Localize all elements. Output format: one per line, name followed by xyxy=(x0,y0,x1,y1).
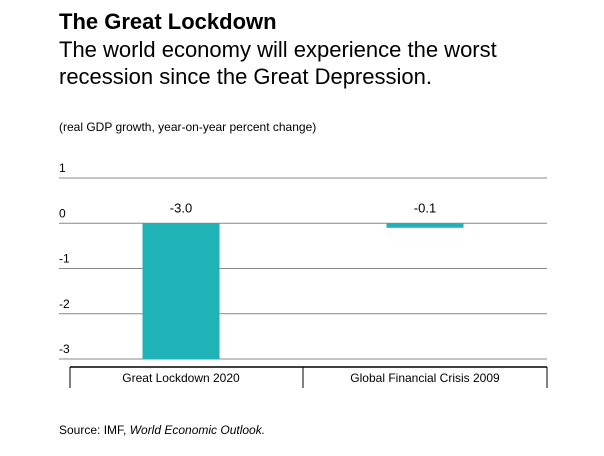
source-publication: World Economic Outlook. xyxy=(129,423,266,437)
data-labels: -3.0 -0.1 xyxy=(170,200,436,215)
gridlines xyxy=(59,177,547,360)
data-label: -3.0 xyxy=(170,200,192,215)
y-axis-ticks: 1 0 -1 -2 -3 xyxy=(59,161,70,356)
unit-note: (real GDP growth, year-on-year percent c… xyxy=(59,120,317,134)
chart-title: The Great Lockdown xyxy=(59,9,277,34)
source-note: Source: IMF, World Economic Outlook. xyxy=(59,423,265,437)
y-tick-label: -3 xyxy=(59,342,70,356)
bars xyxy=(142,223,464,359)
y-tick-label: -1 xyxy=(59,252,70,266)
x-category-label: Global Financial Crisis 2009 xyxy=(350,371,500,385)
data-label: -0.1 xyxy=(414,200,436,215)
chart-subtitle: The world economy will experience the wo… xyxy=(59,37,497,89)
bar xyxy=(142,223,220,359)
x-axis: Great Lockdown 2020 Global Financial Cris… xyxy=(69,366,548,388)
x-category-label: Great Lockdown 2020 xyxy=(122,371,240,385)
y-tick-label: 0 xyxy=(59,206,66,220)
y-tick-label: -2 xyxy=(59,297,70,311)
y-tick-label: 1 xyxy=(59,161,66,175)
bar xyxy=(386,223,464,228)
source-prefix: Source: IMF, xyxy=(59,423,130,437)
